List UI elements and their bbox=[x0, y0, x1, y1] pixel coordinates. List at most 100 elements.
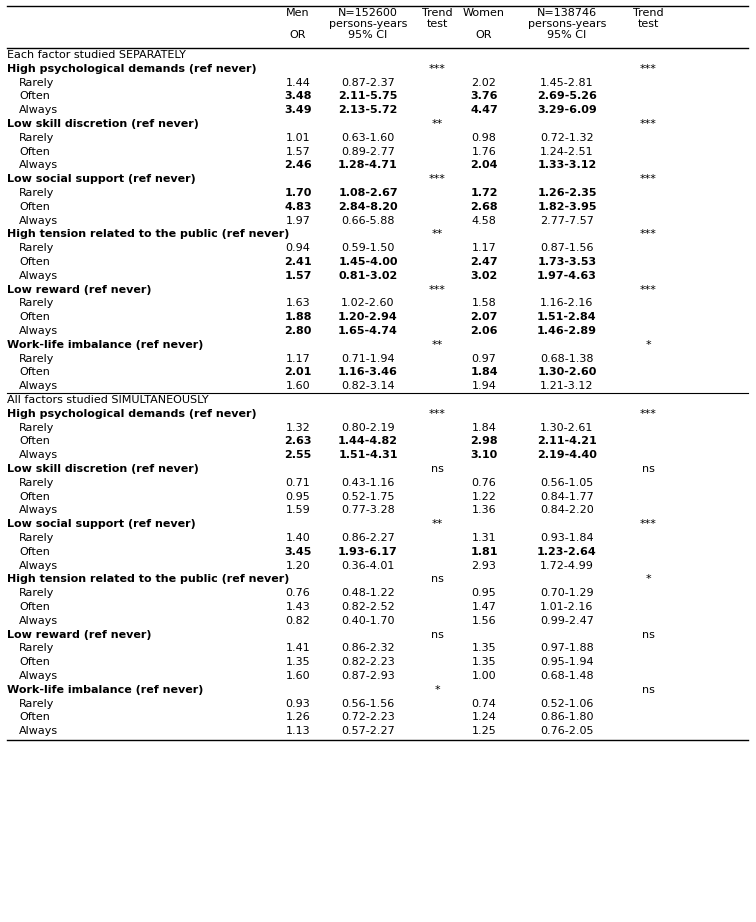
Text: 1.20: 1.20 bbox=[286, 561, 311, 571]
Text: 1.70: 1.70 bbox=[284, 188, 311, 198]
Text: 1.63: 1.63 bbox=[286, 299, 310, 308]
Text: *: * bbox=[645, 574, 651, 585]
Text: Each factor studied SEPARATELY: Each factor studied SEPARATELY bbox=[7, 50, 186, 60]
Text: 0.66-5.88: 0.66-5.88 bbox=[341, 216, 395, 226]
Text: 1.33-3.12: 1.33-3.12 bbox=[538, 160, 596, 171]
Text: 3.10: 3.10 bbox=[470, 450, 497, 460]
Text: 0.97: 0.97 bbox=[472, 354, 497, 363]
Text: 1.30-2.60: 1.30-2.60 bbox=[538, 367, 596, 377]
Text: 0.48-1.22: 0.48-1.22 bbox=[341, 588, 395, 598]
Text: 4.83: 4.83 bbox=[284, 202, 311, 212]
Text: 1.35: 1.35 bbox=[286, 657, 310, 668]
Text: All factors studied SIMULTANEOUSLY: All factors studied SIMULTANEOUSLY bbox=[7, 395, 209, 405]
Text: Women: Women bbox=[463, 8, 505, 18]
Text: 0.71: 0.71 bbox=[286, 478, 311, 488]
Text: 1.45-2.81: 1.45-2.81 bbox=[541, 77, 593, 88]
Text: 2.77-7.57: 2.77-7.57 bbox=[540, 216, 594, 226]
Text: 0.57-2.27: 0.57-2.27 bbox=[341, 727, 395, 736]
Text: Always: Always bbox=[19, 450, 58, 460]
Text: 0.74: 0.74 bbox=[472, 699, 497, 709]
Text: 1.51-2.84: 1.51-2.84 bbox=[538, 313, 596, 322]
Text: 0.71-1.94: 0.71-1.94 bbox=[341, 354, 395, 363]
Text: Often: Often bbox=[19, 602, 50, 612]
Text: 1.40: 1.40 bbox=[286, 533, 311, 543]
Text: 1.41: 1.41 bbox=[286, 644, 311, 654]
Text: ***: *** bbox=[640, 230, 656, 240]
Text: Low reward (ref never): Low reward (ref never) bbox=[7, 285, 151, 295]
Text: 0.95: 0.95 bbox=[472, 588, 497, 598]
Text: Low reward (ref never): Low reward (ref never) bbox=[7, 630, 151, 640]
Text: ns: ns bbox=[431, 574, 444, 585]
Text: 0.94: 0.94 bbox=[286, 243, 311, 254]
Text: 2.46: 2.46 bbox=[284, 160, 312, 171]
Text: 2.07: 2.07 bbox=[470, 313, 497, 322]
Text: 0.89-2.77: 0.89-2.77 bbox=[341, 147, 395, 157]
Text: Often: Often bbox=[19, 491, 50, 502]
Text: 0.63-1.60: 0.63-1.60 bbox=[342, 133, 395, 143]
Text: 0.80-2.19: 0.80-2.19 bbox=[341, 422, 395, 432]
Text: ns: ns bbox=[431, 630, 444, 640]
Text: 2.93: 2.93 bbox=[472, 561, 497, 571]
Text: Always: Always bbox=[19, 561, 58, 571]
Text: 1.72: 1.72 bbox=[470, 188, 497, 198]
Text: Always: Always bbox=[19, 271, 58, 281]
Text: ns: ns bbox=[642, 464, 655, 474]
Text: Often: Often bbox=[19, 547, 50, 557]
Text: 1.16-2.16: 1.16-2.16 bbox=[541, 299, 593, 308]
Text: 4.47: 4.47 bbox=[470, 105, 498, 115]
Text: Often: Often bbox=[19, 202, 50, 212]
Text: 1.26: 1.26 bbox=[286, 713, 311, 723]
Text: 1.24: 1.24 bbox=[472, 713, 497, 723]
Text: ns: ns bbox=[431, 464, 444, 474]
Text: 1.13: 1.13 bbox=[286, 727, 310, 736]
Text: 0.72-1.32: 0.72-1.32 bbox=[541, 133, 593, 143]
Text: Rarely: Rarely bbox=[19, 699, 54, 709]
Text: 0.59-1.50: 0.59-1.50 bbox=[341, 243, 395, 254]
Text: 2.84-8.20: 2.84-8.20 bbox=[338, 202, 398, 212]
Text: persons-years: persons-years bbox=[329, 19, 407, 29]
Text: 0.72-2.23: 0.72-2.23 bbox=[341, 713, 395, 723]
Text: ***: *** bbox=[429, 174, 445, 184]
Text: 0.52-1.06: 0.52-1.06 bbox=[541, 699, 593, 709]
Text: 0.87-2.37: 0.87-2.37 bbox=[341, 77, 395, 88]
Text: Low skill discretion (ref never): Low skill discretion (ref never) bbox=[7, 119, 199, 129]
Text: Often: Often bbox=[19, 257, 50, 267]
Text: 0.68-1.38: 0.68-1.38 bbox=[541, 354, 593, 363]
Text: 95% CI: 95% CI bbox=[547, 30, 587, 40]
Text: Work-life imbalance (ref never): Work-life imbalance (ref never) bbox=[7, 685, 203, 695]
Text: 95% CI: 95% CI bbox=[349, 30, 388, 40]
Text: 1.24-2.51: 1.24-2.51 bbox=[541, 147, 593, 157]
Text: ns: ns bbox=[642, 685, 655, 695]
Text: N=152600: N=152600 bbox=[338, 8, 398, 18]
Text: Low social support (ref never): Low social support (ref never) bbox=[7, 519, 196, 529]
Text: 1.28-4.71: 1.28-4.71 bbox=[338, 160, 398, 171]
Text: High psychological demands (ref never): High psychological demands (ref never) bbox=[7, 64, 256, 74]
Text: ***: *** bbox=[640, 119, 656, 129]
Text: 1.25: 1.25 bbox=[472, 727, 497, 736]
Text: 1.43: 1.43 bbox=[286, 602, 311, 612]
Text: 2.04: 2.04 bbox=[470, 160, 497, 171]
Text: 1.84: 1.84 bbox=[472, 422, 497, 432]
Text: High tension related to the public (ref never): High tension related to the public (ref … bbox=[7, 230, 290, 240]
Text: 1.47: 1.47 bbox=[472, 602, 497, 612]
Text: Often: Often bbox=[19, 147, 50, 157]
Text: 1.44-4.82: 1.44-4.82 bbox=[338, 436, 398, 446]
Text: 0.82: 0.82 bbox=[286, 616, 311, 626]
Text: 1.57: 1.57 bbox=[286, 147, 311, 157]
Text: Trend: Trend bbox=[422, 8, 452, 18]
Text: 1.82-3.95: 1.82-3.95 bbox=[538, 202, 596, 212]
Text: 0.95-1.94: 0.95-1.94 bbox=[541, 657, 593, 668]
Text: 1.17: 1.17 bbox=[472, 243, 497, 254]
Text: High psychological demands (ref never): High psychological demands (ref never) bbox=[7, 408, 256, 419]
Text: 1.32: 1.32 bbox=[286, 422, 311, 432]
Text: 2.11-5.75: 2.11-5.75 bbox=[339, 91, 398, 101]
Text: 1.46-2.89: 1.46-2.89 bbox=[537, 326, 597, 336]
Text: Low skill discretion (ref never): Low skill discretion (ref never) bbox=[7, 464, 199, 474]
Text: 1.56: 1.56 bbox=[472, 616, 496, 626]
Text: 1.60: 1.60 bbox=[286, 671, 310, 681]
Text: 0.87-1.56: 0.87-1.56 bbox=[541, 243, 593, 254]
Text: 1.76: 1.76 bbox=[472, 147, 497, 157]
Text: 1.21-3.12: 1.21-3.12 bbox=[541, 381, 593, 391]
Text: 1.26-2.35: 1.26-2.35 bbox=[538, 188, 596, 198]
Text: Rarely: Rarely bbox=[19, 77, 54, 88]
